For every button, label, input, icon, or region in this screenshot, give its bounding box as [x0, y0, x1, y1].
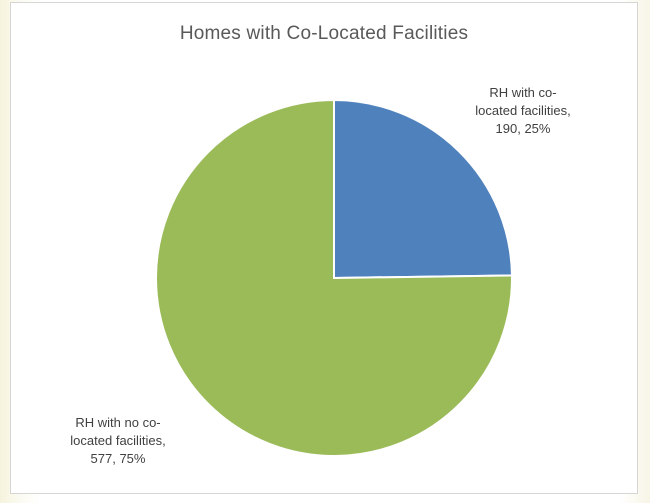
data-label-no-co-located: RH with no co- located facilities, 577, … [70, 415, 166, 466]
pie-slice-no-co-located [155, 98, 513, 457]
pie-slice-co-located [333, 98, 513, 280]
data-label-co-located: RH with co- located facilities, 190, 25% [475, 85, 571, 136]
chart-title: Homes with Co-Located Facilities [179, 23, 469, 44]
